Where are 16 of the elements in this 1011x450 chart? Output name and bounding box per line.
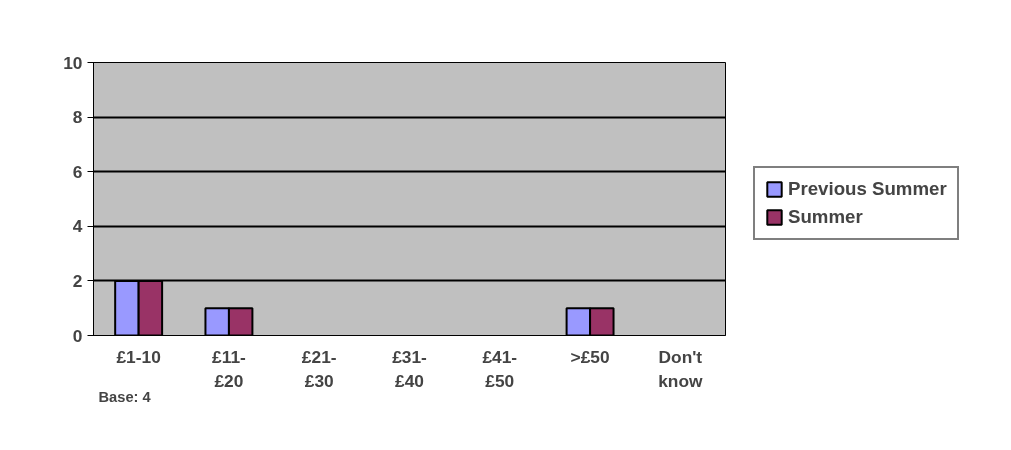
x-tick-label: £31- £40 xyxy=(392,346,428,391)
legend-label: Summer xyxy=(788,206,863,228)
text: Base: 4 xyxy=(98,388,152,405)
y-tick-label: 6 xyxy=(72,161,83,182)
x-tick-label: £11- £20 xyxy=(212,346,247,391)
y-tick-label: 0 xyxy=(72,325,83,346)
y-tick-label: 8 xyxy=(72,107,83,128)
y-tick-label: 10 xyxy=(63,52,83,73)
y-tick-label: 2 xyxy=(72,270,83,291)
x-tick-label: Don't know xyxy=(658,346,704,391)
x-tick-label: >£50 xyxy=(570,346,610,367)
x-tick-label: £1-10 xyxy=(116,346,161,367)
x-tick-label: £41- £50 xyxy=(482,346,518,391)
legend-label: Previous Summer xyxy=(788,178,947,200)
x-tick-label: £21- £30 xyxy=(301,346,337,391)
y-tick-label: 4 xyxy=(72,216,83,237)
